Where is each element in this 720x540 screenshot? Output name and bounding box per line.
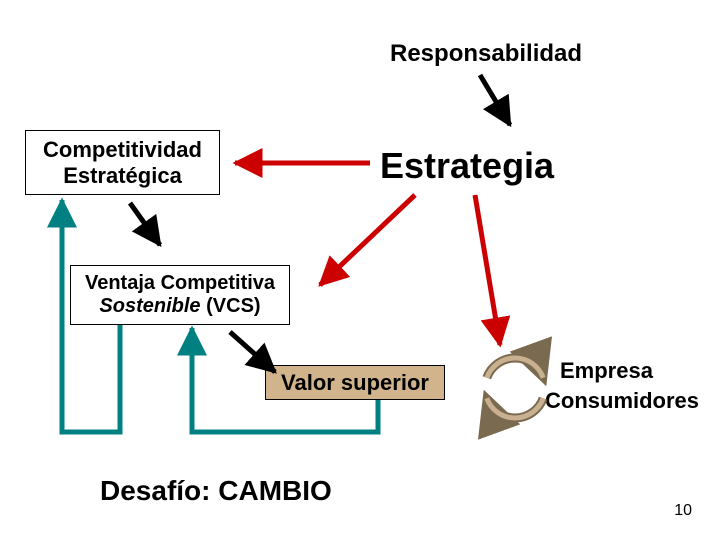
page-number: 10 (674, 502, 692, 520)
arrow-competitividad-to-vcs (130, 203, 160, 245)
label-desafio-cambio: Desafío: CAMBIO (100, 475, 332, 507)
diagram-stage: CompetitividadEstratégica Ventaja Compet… (0, 0, 720, 540)
cycle-icon (487, 358, 543, 418)
arrow-estrategia-to-empresa-consumidores (475, 195, 500, 345)
box-valor-superior: Valor superior (265, 365, 445, 400)
arrow-estrategia-to-vcs (320, 195, 415, 285)
label-consumidores: Consumidores (545, 388, 699, 414)
box-ventaja-competitiva-sostenible: Ventaja Competitiva Sostenible (VCS) (70, 265, 290, 325)
label-responsabilidad: Responsabilidad (390, 40, 582, 68)
label-estrategia: Estrategia (380, 145, 554, 187)
arrow-responsabilidad-to-estrategia (480, 75, 510, 125)
box-competitividad-estrategica: CompetitividadEstratégica (25, 130, 220, 195)
label-empresa: Empresa (560, 358, 653, 384)
